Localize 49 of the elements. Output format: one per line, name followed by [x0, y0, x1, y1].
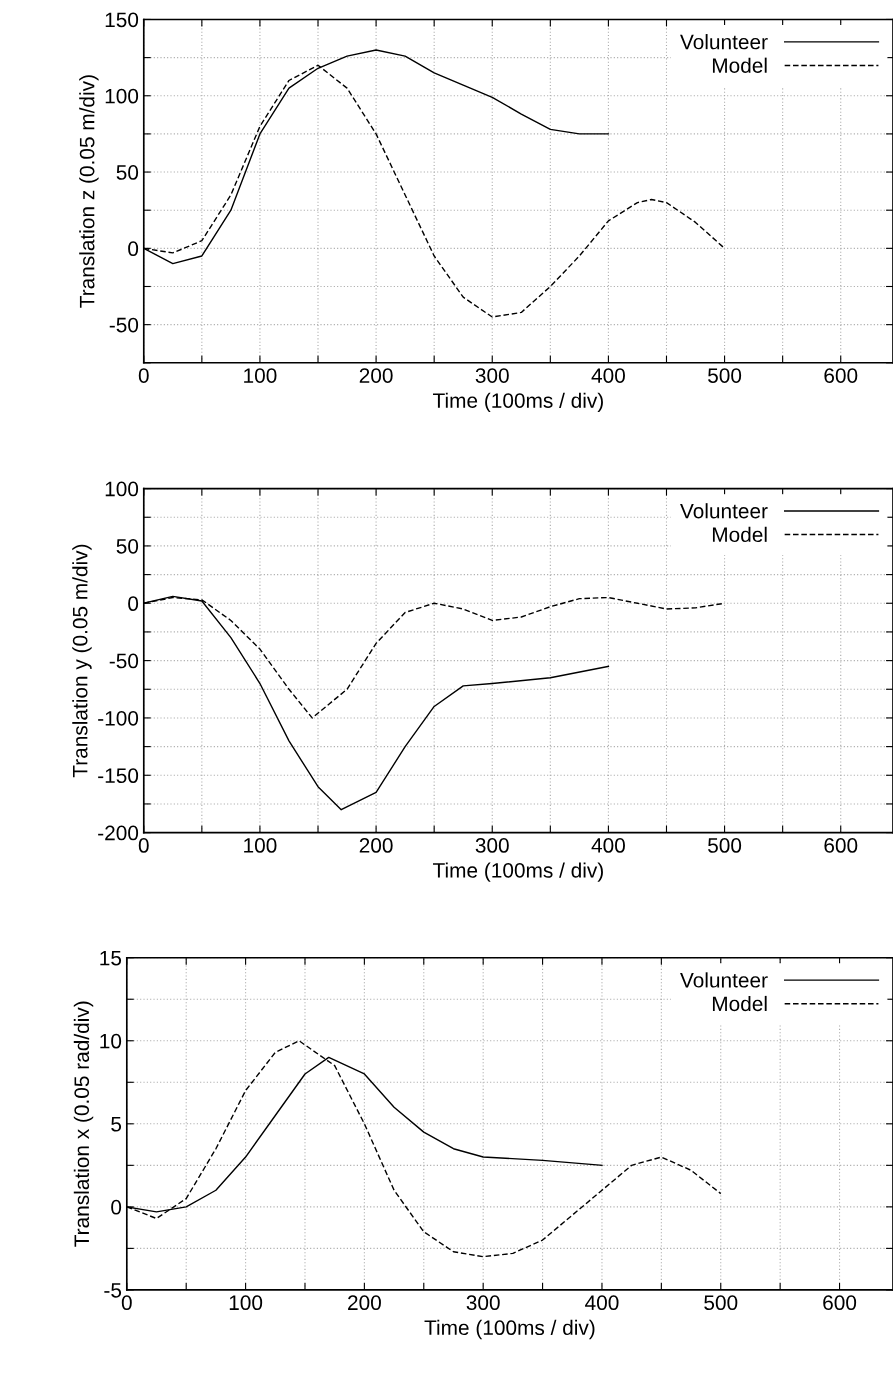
- x-tick-label: 200: [359, 838, 393, 853]
- y-tick-label: 150: [105, 12, 139, 28]
- y-tick-label: 100: [105, 481, 139, 497]
- x-tick-label: 100: [244, 368, 277, 383]
- x-axis-title: Time (100ms / div): [433, 392, 603, 413]
- x-tick-label: 200: [359, 368, 393, 383]
- x-tick-label: 400: [591, 368, 625, 383]
- y-tick-label: 0: [128, 241, 139, 257]
- x-tick-label: 300: [475, 368, 509, 383]
- y-tick-label: -150: [98, 768, 139, 784]
- x-tick-label: 500: [708, 368, 742, 383]
- y-tick-label: 100: [105, 88, 139, 104]
- x-tick-label: 600: [823, 1295, 857, 1311]
- legend-label: Volunteer: [680, 972, 768, 988]
- x-tick-label: 400: [591, 838, 625, 853]
- y-tick-label: -200: [98, 825, 139, 841]
- y-tick-label: 50: [116, 538, 139, 554]
- x-tick-label: 200: [348, 1295, 381, 1311]
- y-tick-label: -100: [98, 710, 139, 726]
- legend-label: Model: [712, 526, 767, 543]
- x-tick-label: 600: [824, 368, 858, 383]
- y-axis-title: Translation z (0.05 m/div): [79, 75, 99, 308]
- y-tick-label: -50: [109, 317, 139, 333]
- legend-label: Volunteer: [680, 503, 768, 519]
- x-tick-label: 100: [244, 838, 277, 853]
- x-tick-label: 0: [138, 838, 149, 853]
- x-tick-label: 500: [704, 1295, 738, 1311]
- x-tick-label: 500: [708, 838, 742, 853]
- x-tick-label: 400: [585, 1295, 619, 1311]
- y-tick-label: 50: [116, 165, 139, 180]
- y-axis-title: Translation y (0.05 m/div): [72, 544, 92, 778]
- y-tick-label: 15: [100, 950, 122, 966]
- y-tick-label: -5: [104, 1283, 122, 1298]
- legend-label: Model: [712, 57, 767, 73]
- legend-label: Volunteer: [680, 34, 768, 50]
- y-tick-label: 0: [128, 596, 139, 612]
- x-tick-label: 600: [824, 838, 858, 853]
- x-axis-title: Time (100ms / div): [433, 862, 603, 882]
- y-axis-title: Translation x (0.05 rad/div): [73, 1001, 94, 1247]
- x-tick-label: 0: [138, 368, 149, 383]
- x-axis-title: Time (100ms / div): [424, 1319, 595, 1340]
- y-tick-label: 0: [111, 1199, 122, 1215]
- legend-label: Model: [712, 995, 767, 1012]
- x-tick-label: 300: [466, 1295, 500, 1311]
- x-tick-label: 100: [229, 1295, 263, 1311]
- x-tick-label: 300: [475, 838, 509, 853]
- y-tick-label: 10: [100, 1033, 122, 1049]
- y-tick-label: 5: [111, 1117, 122, 1132]
- y-tick-label: -50: [109, 653, 139, 669]
